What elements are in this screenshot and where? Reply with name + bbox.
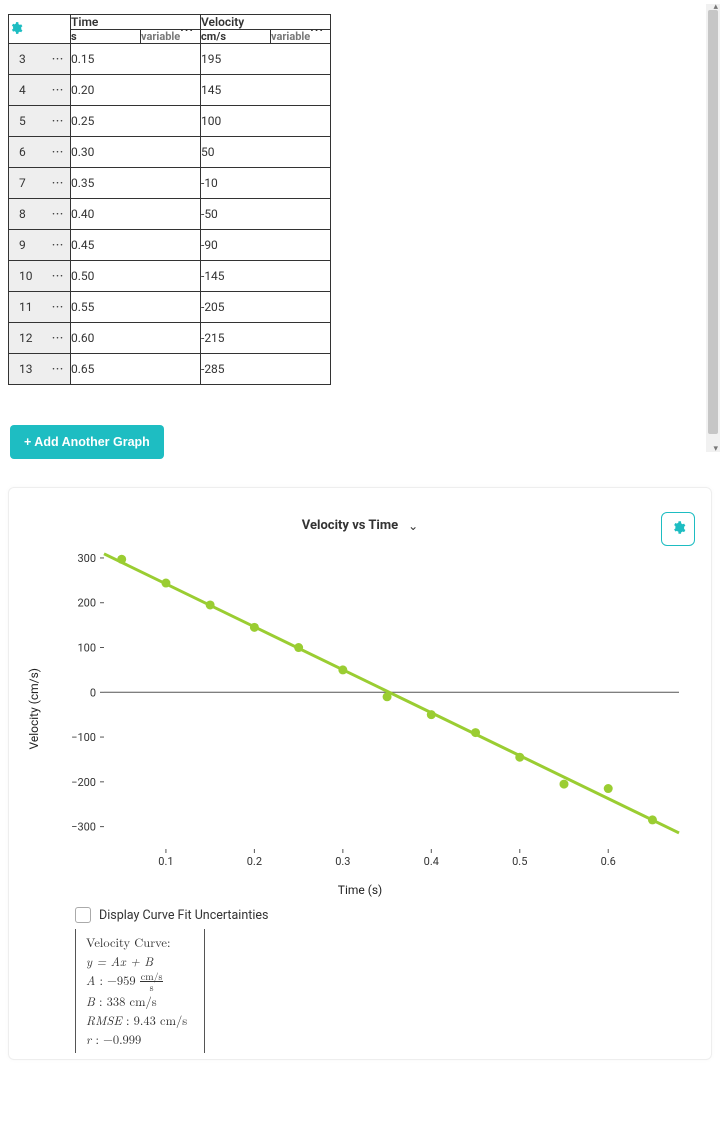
- table-row[interactable]: 5··· 0.25 100: [9, 106, 331, 137]
- row-menu-icon[interactable]: ···: [52, 240, 64, 251]
- svg-text:−100: −100: [71, 731, 96, 744]
- row-number-cell[interactable]: 3···: [9, 44, 71, 75]
- table-row[interactable]: 3··· 0.15 195: [9, 44, 331, 75]
- chart-card: Velocity vs Time ⌄ Velocity (cm/s) −300−…: [8, 487, 712, 1060]
- chart-plot[interactable]: −300 −200 −100 0 100 200 300 0.1 0.2 0.3 0.4 0.5 0.6: [43, 539, 695, 879]
- svg-text:0.5: 0.5: [512, 855, 527, 868]
- svg-text:0.2: 0.2: [247, 855, 262, 868]
- row-number-cell[interactable]: 12···: [9, 323, 71, 354]
- fit-B-line: B : 338 cm/s: [86, 992, 194, 1011]
- time-cell[interactable]: 0.65: [71, 354, 201, 385]
- table-row[interactable]: 12··· 0.60 -215: [9, 323, 331, 354]
- col-label-velocity: Velocity: [201, 15, 244, 29]
- velocity-cell[interactable]: -285: [201, 354, 331, 385]
- col-menu-time-icon[interactable]: ···: [180, 23, 194, 37]
- col-unit-velocity: cm/s: [201, 30, 271, 44]
- gear-icon: [9, 24, 23, 38]
- row-menu-icon[interactable]: ···: [52, 271, 64, 282]
- table-row[interactable]: 11··· 0.55 -205: [9, 292, 331, 323]
- velocity-cell[interactable]: -10: [201, 168, 331, 199]
- row-menu-icon[interactable]: ···: [52, 116, 64, 127]
- velocity-cell[interactable]: 50: [201, 137, 331, 168]
- velocity-cell[interactable]: -145: [201, 261, 331, 292]
- row-number-cell[interactable]: 7···: [9, 168, 71, 199]
- svg-text:300: 300: [77, 552, 96, 565]
- time-cell[interactable]: 0.55: [71, 292, 201, 323]
- uncertainties-label: Display Curve Fit Uncertainties: [99, 908, 268, 923]
- time-cell[interactable]: 0.25: [71, 106, 201, 137]
- chart-title-chevron-icon[interactable]: ⌄: [408, 519, 418, 533]
- gear-icon: [671, 520, 686, 539]
- fit-RMSE-line: RMSE : 9.43 cm/s: [86, 1011, 194, 1030]
- row-number-cell[interactable]: 6···: [9, 137, 71, 168]
- row-menu-icon[interactable]: ···: [52, 364, 64, 375]
- time-cell[interactable]: 0.20: [71, 75, 201, 106]
- row-menu-icon[interactable]: ···: [52, 209, 64, 220]
- svg-text:200: 200: [77, 597, 96, 610]
- time-cell[interactable]: 0.50: [71, 261, 201, 292]
- row-number-cell[interactable]: 9···: [9, 230, 71, 261]
- time-cell[interactable]: 0.45: [71, 230, 201, 261]
- fit-title: Velocity Curve:: [86, 933, 194, 952]
- col-unit-time: s: [71, 30, 141, 44]
- row-number-cell[interactable]: 4···: [9, 75, 71, 106]
- velocity-cell[interactable]: -50: [201, 199, 331, 230]
- table-row[interactable]: 4··· 0.20 145: [9, 75, 331, 106]
- table-row[interactable]: 10··· 0.50 -145: [9, 261, 331, 292]
- chart-title: Velocity vs Time: [302, 518, 398, 533]
- velocity-cell[interactable]: -215: [201, 323, 331, 354]
- svg-text:−300: −300: [71, 821, 96, 834]
- scroll-thumb[interactable]: [708, 10, 718, 434]
- chart-ylabel: Velocity (cm/s): [25, 668, 43, 750]
- table-row[interactable]: 13··· 0.65 -285: [9, 354, 331, 385]
- uncertainties-checkbox[interactable]: [75, 907, 91, 923]
- svg-text:100: 100: [77, 642, 96, 655]
- row-menu-icon[interactable]: ···: [52, 333, 64, 344]
- row-number-cell[interactable]: 11···: [9, 292, 71, 323]
- row-number-cell[interactable]: 13···: [9, 354, 71, 385]
- svg-text:−200: −200: [71, 776, 96, 789]
- time-cell[interactable]: 0.30: [71, 137, 201, 168]
- add-graph-button[interactable]: + Add Another Graph: [10, 425, 164, 459]
- col-label-time: Time: [71, 15, 98, 29]
- velocity-cell[interactable]: -90: [201, 230, 331, 261]
- fit-equation: y = Ax + B: [86, 952, 194, 971]
- velocity-cell[interactable]: 145: [201, 75, 331, 106]
- row-menu-icon[interactable]: ···: [52, 147, 64, 158]
- svg-text:0.3: 0.3: [335, 855, 350, 868]
- chart-xlabel: Time (s): [25, 883, 695, 897]
- velocity-cell[interactable]: -205: [201, 292, 331, 323]
- svg-text:0.1: 0.1: [158, 855, 173, 868]
- velocity-cell[interactable]: 195: [201, 44, 331, 75]
- col-menu-velocity-icon[interactable]: ···: [310, 23, 324, 37]
- table-row[interactable]: 8··· 0.40 -50: [9, 199, 331, 230]
- row-menu-icon[interactable]: ···: [52, 85, 64, 96]
- row-number-cell[interactable]: 5···: [9, 106, 71, 137]
- table-row[interactable]: 6··· 0.30 50: [9, 137, 331, 168]
- svg-text:0.4: 0.4: [424, 855, 439, 868]
- table-row[interactable]: 9··· 0.45 -90: [9, 230, 331, 261]
- time-cell[interactable]: 0.40: [71, 199, 201, 230]
- fit-r-line: r : −0.999: [86, 1030, 194, 1049]
- row-menu-icon[interactable]: ···: [52, 54, 64, 65]
- table-settings-cell[interactable]: [9, 15, 71, 44]
- row-menu-icon[interactable]: ···: [52, 302, 64, 313]
- time-cell[interactable]: 0.60: [71, 323, 201, 354]
- velocity-cell[interactable]: 100: [201, 106, 331, 137]
- row-menu-icon[interactable]: ···: [52, 178, 64, 189]
- fit-info-box: Velocity Curve: y = Ax + B A : −959 cm/s…: [75, 929, 205, 1053]
- vertical-scrollbar[interactable]: ▴ ▾: [706, 4, 720, 452]
- svg-text:0.6: 0.6: [601, 855, 616, 868]
- table-row[interactable]: 7··· 0.35 -10: [9, 168, 331, 199]
- fit-A-line: A : −959 cm/ss: [86, 971, 194, 993]
- col-header-time[interactable]: Time ···: [71, 15, 201, 30]
- row-number-cell[interactable]: 8···: [9, 199, 71, 230]
- time-cell[interactable]: 0.35: [71, 168, 201, 199]
- chart-settings-button[interactable]: [661, 512, 695, 546]
- time-cell[interactable]: 0.15: [71, 44, 201, 75]
- data-table: Time ··· Velocity ··· s variable cm/s va…: [8, 14, 331, 385]
- row-number-cell[interactable]: 10···: [9, 261, 71, 292]
- svg-text:0: 0: [90, 686, 96, 699]
- col-header-velocity[interactable]: Velocity ···: [201, 15, 331, 30]
